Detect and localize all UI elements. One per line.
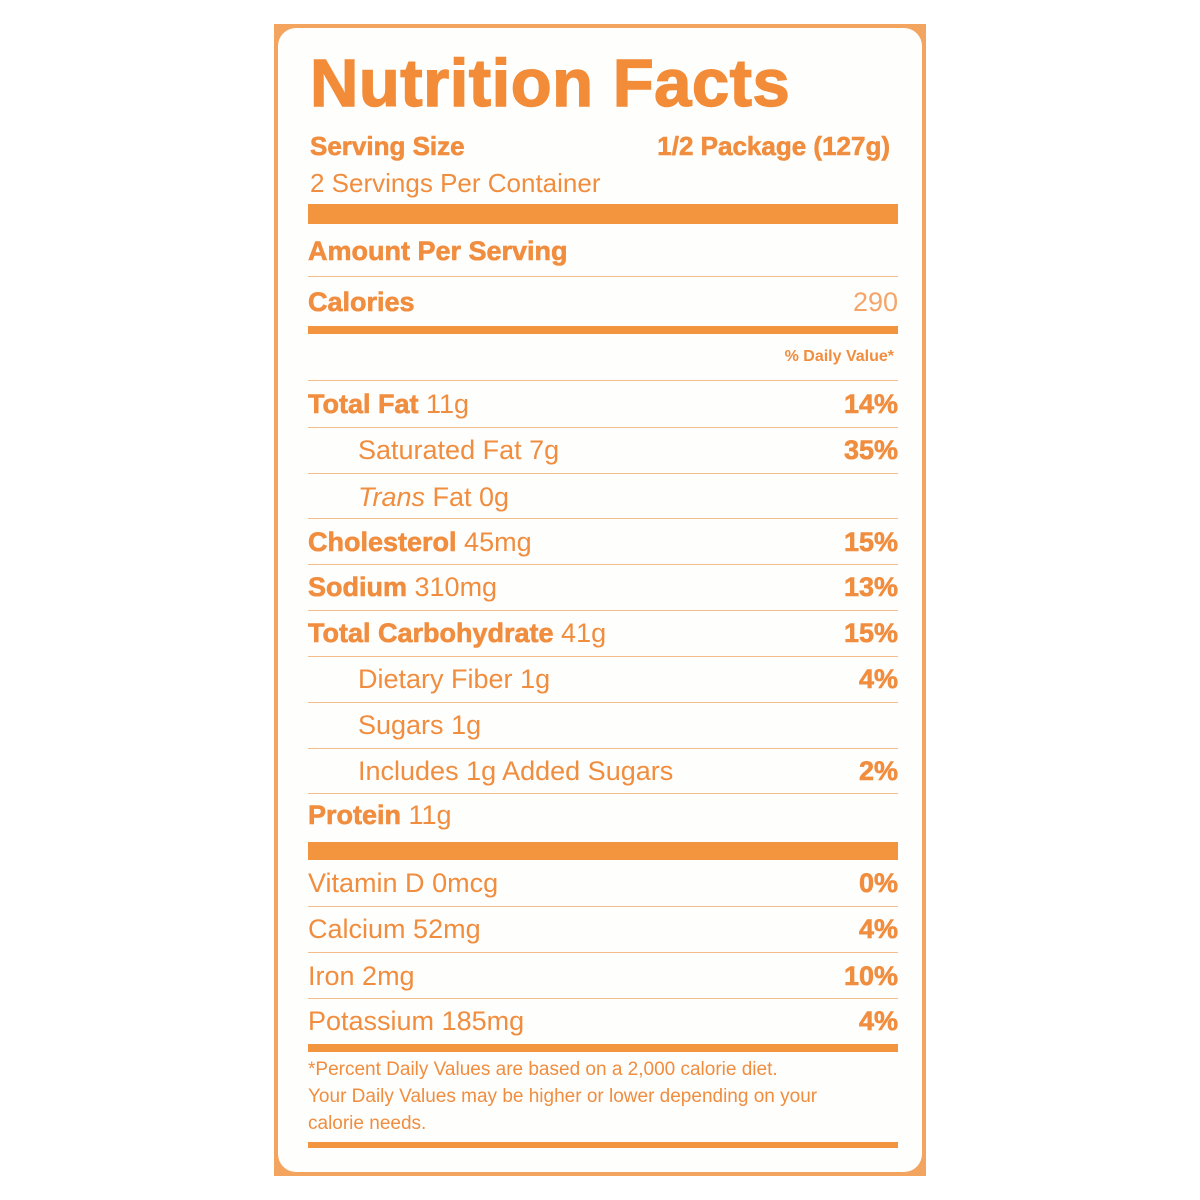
nutrient-daily-value: 2% xyxy=(858,756,899,787)
vitamin-amount: 0mcg xyxy=(432,868,499,898)
amount-per-serving: Amount Per Serving xyxy=(308,236,568,267)
nutrient-row-sugars: Sugars 1g xyxy=(358,708,898,742)
nutrient-row-total-fat: Total Fat 11g 14% xyxy=(308,387,899,421)
footnote-line: calorie needs. xyxy=(308,1113,427,1134)
nutrient-name: Sugars xyxy=(358,710,444,740)
divider xyxy=(308,380,898,381)
nutrient-amount: 1g xyxy=(451,710,482,740)
medium-divider xyxy=(308,326,898,334)
calories-label: Calories xyxy=(308,287,415,318)
divider xyxy=(308,702,898,703)
vitamin-amount: 2mg xyxy=(362,961,415,991)
nutrient-row-sodium: Sodium 310mg 13% xyxy=(308,570,899,604)
vitamin-name: Vitamin D xyxy=(308,868,425,898)
vitamin-daily-value: 0% xyxy=(858,868,899,899)
vitamin-row-vitamin-d: Vitamin D 0mcg 0% xyxy=(308,866,898,900)
thick-divider xyxy=(308,204,898,224)
daily-value-header: % Daily Value* xyxy=(784,348,894,365)
calories-value: 290 xyxy=(852,287,898,317)
nutrient-name: Total Carbohydrate xyxy=(308,618,554,649)
divider xyxy=(308,427,898,428)
nutrient-row-total-carbohydrate: Total Carbohydrate 41g 15% xyxy=(308,616,899,650)
nutrient-daily-value: 4% xyxy=(858,664,899,695)
nutrient-amount: 11g xyxy=(426,389,470,419)
nutrient-daily-value: 14% xyxy=(843,389,899,420)
nutrient-row-dietary-fiber: Dietary Fiber 1g 4% xyxy=(358,662,898,696)
nutrient-amount: 310mg xyxy=(414,572,498,602)
footnote-line: Your Daily Values may be higher or lower… xyxy=(308,1086,818,1107)
nutrient-row-added-sugars: Includes 1g Added Sugars 2% xyxy=(358,754,898,788)
nutrient-daily-value: 15% xyxy=(843,618,899,649)
divider xyxy=(308,656,898,657)
vitamin-name: Calcium xyxy=(308,914,406,944)
serving-size-row: Serving Size 1/2 Package (127g) xyxy=(310,131,891,162)
vitamin-daily-value: 4% xyxy=(858,914,899,945)
divider xyxy=(308,748,898,749)
nutrient-name: Sodium xyxy=(308,572,408,603)
divider xyxy=(308,998,898,999)
vitamin-row-potassium: Potassium 185mg 4% xyxy=(308,1004,898,1038)
divider xyxy=(308,793,898,794)
calories-row: Calories 290 xyxy=(308,285,898,319)
divider xyxy=(308,610,898,611)
nutrient-name: Total Fat xyxy=(308,389,419,420)
nutrient-daily-value: 15% xyxy=(843,527,899,558)
nutrient-amount: 41g xyxy=(561,618,607,648)
nutrient-name: Dietary Fiber xyxy=(358,664,513,694)
nutrition-label: Nutrition Facts Serving Size 1/2 Package… xyxy=(278,28,922,1172)
divider xyxy=(308,473,898,474)
divider xyxy=(308,276,898,277)
medium-divider xyxy=(308,1044,898,1052)
nutrient-amount: 7g xyxy=(529,435,560,465)
nutrient-name: Trans xyxy=(358,482,426,512)
nutrient-amount: 1g xyxy=(520,664,551,694)
nutrient-daily-value: 35% xyxy=(843,435,899,466)
vitamin-daily-value: 4% xyxy=(858,1006,899,1037)
vitamin-row-calcium: Calcium 52mg 4% xyxy=(308,912,898,946)
nutrition-facts-title: Nutrition Facts xyxy=(309,46,791,121)
divider xyxy=(308,906,898,907)
nutrition-label-frame: Nutrition Facts Serving Size 1/2 Package… xyxy=(274,24,926,1176)
nutrient-amount: Fat 0g xyxy=(432,482,510,512)
vitamin-name: Iron xyxy=(308,961,355,991)
divider xyxy=(308,952,898,953)
nutrient-row-cholesterol: Cholesterol 45mg 15% xyxy=(308,525,899,559)
nutrient-name: Saturated Fat xyxy=(358,435,522,465)
nutrient-daily-value: 13% xyxy=(843,572,899,603)
nutrient-amount: 11g xyxy=(408,800,452,830)
vitamin-amount: 52mg xyxy=(413,914,481,944)
vitamin-amount: 185mg xyxy=(441,1006,525,1036)
nutrient-row-protein: Protein 11g xyxy=(308,798,898,832)
bottom-divider xyxy=(308,1142,898,1148)
divider xyxy=(308,518,898,519)
nutrient-row-trans-fat: Trans Fat 0g xyxy=(358,480,898,514)
nutrient-amount: 45mg xyxy=(464,527,532,557)
nutrient-name: Protein xyxy=(308,800,402,831)
serving-size-value: 1/2 Package (127g) xyxy=(657,131,890,162)
servings-per-container: 2 Servings Per Container xyxy=(310,168,601,198)
thick-divider xyxy=(308,842,898,860)
vitamin-daily-value: 10% xyxy=(843,961,899,992)
footnote-line: *Percent Daily Values are based on a 2,0… xyxy=(308,1059,778,1080)
vitamin-name: Potassium xyxy=(308,1006,435,1036)
nutrient-row-saturated-fat: Saturated Fat 7g 35% xyxy=(358,433,898,467)
serving-size-label: Serving Size xyxy=(310,131,465,162)
divider xyxy=(308,564,898,565)
vitamin-row-iron: Iron 2mg 10% xyxy=(308,959,898,993)
nutrient-name: Cholesterol xyxy=(308,527,457,558)
nutrient-name: Includes 1g Added Sugars xyxy=(358,756,674,786)
